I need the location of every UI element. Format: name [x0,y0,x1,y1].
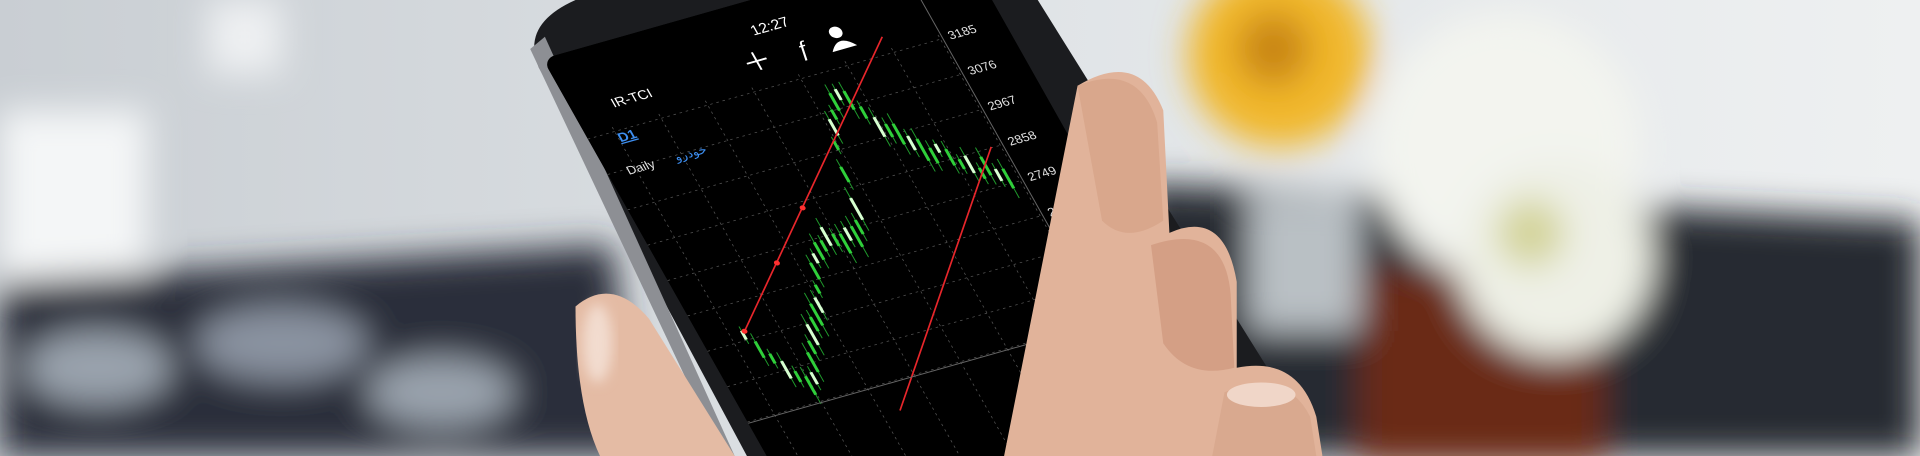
candle-body [812,241,826,261]
phone-edge [530,36,735,456]
candles [738,81,1020,405]
trend-line [743,36,884,332]
candle-body [805,352,820,373]
hand [575,72,1323,456]
candle-body [853,219,865,235]
candle-body [739,330,748,340]
candle-body [993,168,1004,182]
grid-line [687,215,1043,317]
candle-body [809,371,820,385]
candle-body [849,197,865,221]
grid-line [704,100,969,456]
grid-line [611,127,876,456]
candle-body [829,109,839,120]
candle-body [806,340,818,355]
grid-line [587,38,944,140]
grid-line [844,61,1109,456]
candle-body [944,148,957,166]
finger [1151,239,1235,371]
candle-body [838,233,853,254]
grid-line [751,87,1016,456]
candle-body [858,106,869,119]
candle-body [793,370,803,383]
candle-body [928,147,940,164]
thumbnail [582,304,613,383]
trend-point [773,260,780,266]
candle-body [809,303,825,326]
finger [1077,78,1164,233]
candle-body [768,353,777,364]
grid-line [658,113,923,456]
candle-body [805,323,820,346]
candle-body [819,226,833,247]
candle-body [833,88,843,101]
grid-line [891,47,1156,456]
candle-body [891,123,907,145]
candle-body [842,227,853,241]
candle-body [963,155,976,174]
timeframe: D1 [614,126,639,145]
fingernail [1226,382,1296,407]
trend-point [741,328,748,334]
objects-icon [828,26,843,39]
candle-body [803,375,818,396]
candle-body [811,253,820,264]
candle-body [933,143,942,154]
trend-point [799,205,806,211]
candle-body [813,297,825,314]
candle-body [780,360,793,379]
candle-body [906,135,917,151]
candle-body [828,92,841,111]
candle-body [915,138,931,162]
crosshair-icon [746,52,768,70]
candle-body [831,233,841,247]
candle-body [957,158,966,170]
candle-body [819,240,829,252]
candle-body [842,90,856,110]
candle-body [813,284,822,294]
candle-body [808,262,822,280]
candle-body [808,316,820,332]
thumb [575,293,735,456]
trend-line [899,146,993,411]
candle-body [1001,168,1016,189]
candle-body [839,166,851,183]
candle-body [753,341,766,359]
candle-body [979,156,993,176]
candle-body [883,123,895,138]
candle-body [872,116,887,138]
candle-body [827,118,840,136]
candle-body [832,140,841,151]
candle-body [849,225,865,248]
objects-icon [832,40,858,53]
